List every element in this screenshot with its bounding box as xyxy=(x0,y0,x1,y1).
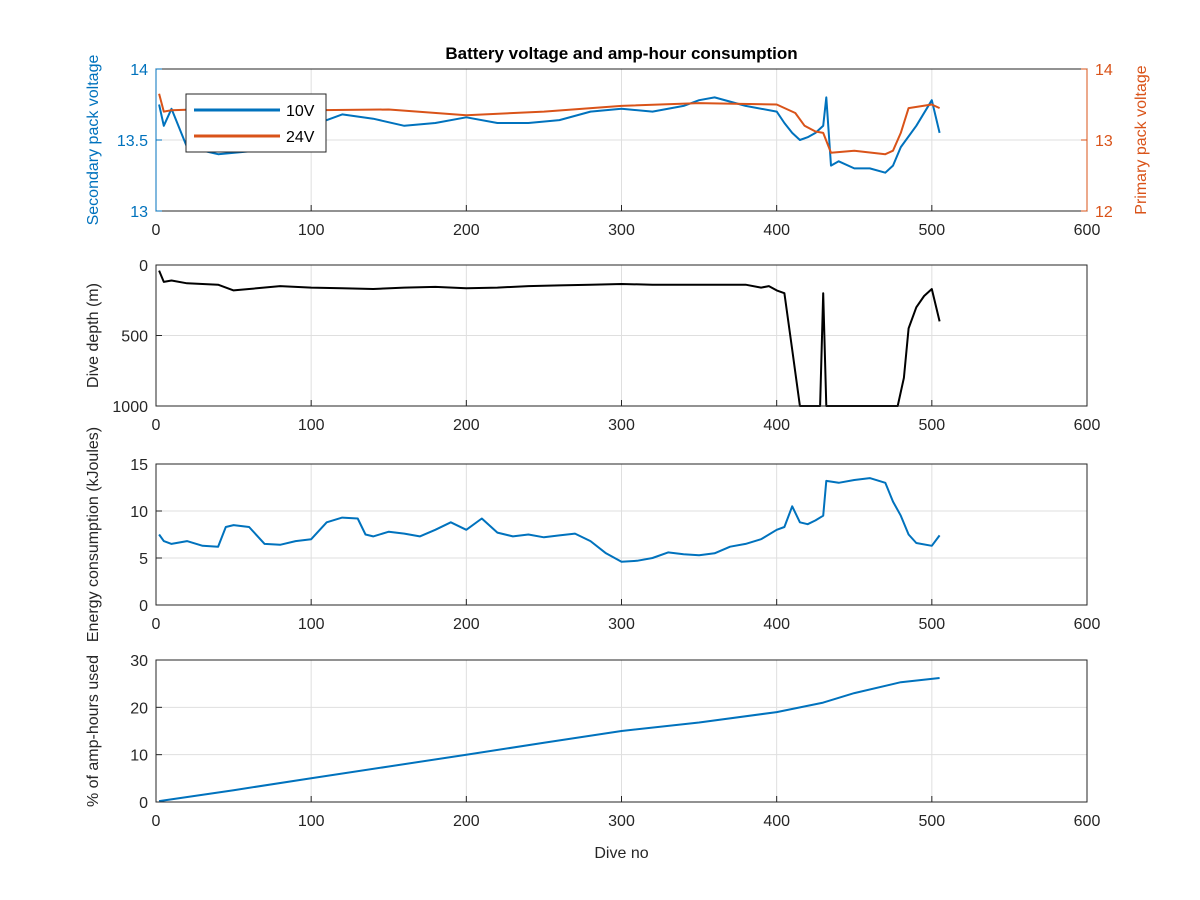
y-tick-label: 13.5 xyxy=(117,133,148,150)
series-line-4-1 xyxy=(158,677,940,803)
x-tick-label: 600 xyxy=(1074,222,1101,239)
x-tick-label: 100 xyxy=(298,417,325,434)
chart-title: Battery voltage and amp-hour consumption xyxy=(445,44,797,63)
y-axis-label: % of amp-hours used xyxy=(85,655,102,807)
y-axis-label: Secondary pack voltage xyxy=(85,55,102,226)
y-right-tick-label: 12 xyxy=(1095,204,1113,221)
x-tick-label: 300 xyxy=(608,417,635,434)
y-tick-label: 20 xyxy=(130,700,148,717)
x-tick-label: 100 xyxy=(298,616,325,633)
y-tick-label: 1000 xyxy=(112,399,148,416)
y-tick-label: 0 xyxy=(139,795,148,812)
x-tick-label: 600 xyxy=(1074,616,1101,633)
x-tick-label: 400 xyxy=(763,222,790,239)
x-tick-label: 200 xyxy=(453,813,480,830)
x-tick-label: 200 xyxy=(453,417,480,434)
legend-box xyxy=(185,93,327,153)
y-tick-label: 13 xyxy=(130,204,148,221)
chart-panel-3 xyxy=(155,463,1088,606)
x-tick-label: 300 xyxy=(608,616,635,633)
y-tick-label: 0 xyxy=(139,258,148,275)
x-tick-label: 400 xyxy=(763,417,790,434)
x-tick-label: 300 xyxy=(608,813,635,830)
x-tick-label: 500 xyxy=(918,417,945,434)
y-tick-label: 5 xyxy=(139,551,148,568)
legend: 10V 24V xyxy=(185,93,327,153)
x-tick-label: 500 xyxy=(918,813,945,830)
legend-label-10v: 10V xyxy=(286,103,315,120)
y-axis-label: Energy consumption (kJoules) xyxy=(85,427,102,642)
y-right-tick-label: 14 xyxy=(1095,62,1113,79)
x-tick-label: 600 xyxy=(1074,813,1101,830)
y-right-axis-label: Primary pack voltage xyxy=(1133,65,1150,214)
chart-panel-2 xyxy=(155,264,1088,407)
y-tick-label: 14 xyxy=(130,62,148,79)
x-tick-label: 500 xyxy=(918,616,945,633)
y-tick-label: 15 xyxy=(130,457,148,474)
x-tick-label: 600 xyxy=(1074,417,1101,434)
legend-label-24v: 24V xyxy=(286,129,315,146)
y-right-tick-label: 13 xyxy=(1095,133,1113,150)
x-tick-label: 300 xyxy=(608,222,635,239)
x-tick-label: 0 xyxy=(152,616,161,633)
x-tick-label: 0 xyxy=(152,417,161,434)
x-tick-label: 500 xyxy=(918,222,945,239)
x-tick-label: 100 xyxy=(298,813,325,830)
y-tick-label: 10 xyxy=(130,504,148,521)
x-tick-label: 0 xyxy=(152,813,161,830)
y-tick-label: 10 xyxy=(130,748,148,765)
x-tick-label: 100 xyxy=(298,222,325,239)
x-tick-label: 200 xyxy=(453,616,480,633)
y-tick-label: 500 xyxy=(121,329,148,346)
x-tick-label: 400 xyxy=(763,813,790,830)
x-tick-label: 400 xyxy=(763,616,790,633)
chart-panel-4 xyxy=(155,659,1088,803)
y-tick-label: 0 xyxy=(139,598,148,615)
y-axis-label: Dive depth (m) xyxy=(85,283,102,388)
x-tick-label: 0 xyxy=(152,222,161,239)
x-axis-label: Dive no xyxy=(594,845,648,862)
series-line-3-1 xyxy=(158,477,941,563)
x-tick-label: 200 xyxy=(453,222,480,239)
y-tick-label: 30 xyxy=(130,653,148,670)
